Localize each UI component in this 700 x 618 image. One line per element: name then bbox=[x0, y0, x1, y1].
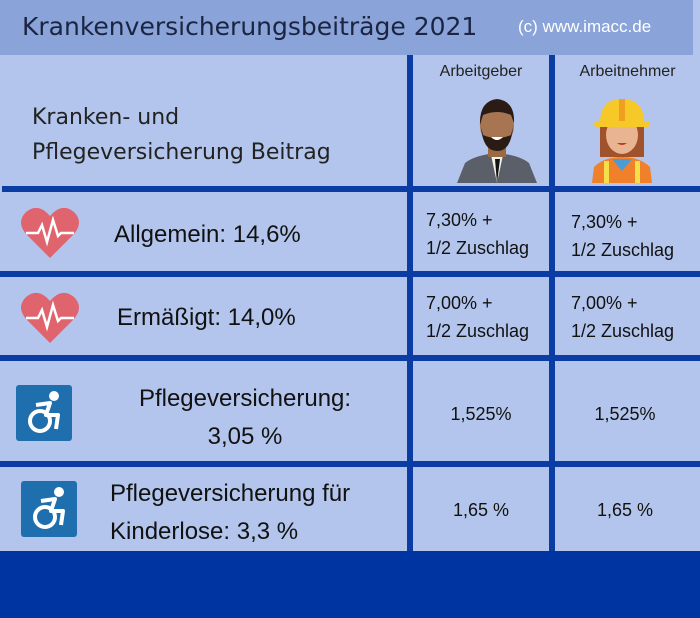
wheelchair-icon bbox=[16, 385, 72, 441]
table-header-label: Kranken- und Pflegeversicherung Beitrag bbox=[32, 100, 331, 170]
employee-rate-cell: 1,65 % bbox=[596, 500, 654, 520]
row-label: Pflegeversicherung: 3,05 % bbox=[110, 380, 380, 456]
rate-line: 1/2 Zuschlag bbox=[426, 321, 530, 341]
rate-line: 7,00% + bbox=[571, 293, 638, 313]
label-line: Kinderlose: 3,3 % bbox=[110, 518, 299, 545]
employer-rate-cell: 1,65 % bbox=[452, 500, 510, 520]
footer-bar bbox=[0, 551, 700, 618]
rate-line: 1/2 Zuschlag bbox=[426, 238, 530, 258]
businessman-avatar-icon bbox=[457, 99, 537, 183]
rate-line: 7,00% + bbox=[426, 293, 493, 313]
employer-rate-cell: 7,00% + 1/2 Zuschlag bbox=[426, 289, 529, 345]
wheelchair-icon bbox=[21, 481, 77, 537]
row-label: Ermäßigt: 14,0% bbox=[117, 304, 296, 331]
employee-rate-cell: 7,00% + 1/2 Zuschlag bbox=[571, 289, 674, 345]
column-header-employer: Arbeitgeber bbox=[439, 63, 523, 80]
employer-rate-cell: 7,30% + 1/2 Zuschlag bbox=[426, 206, 529, 262]
rate-line: 7,30% + bbox=[426, 210, 493, 230]
construction-worker-avatar-icon bbox=[592, 99, 652, 183]
employee-rate-cell: 7,30% + 1/2 Zuschlag bbox=[571, 208, 674, 264]
column-divider bbox=[407, 55, 413, 551]
header-label-line: Kranken- und bbox=[32, 105, 180, 130]
employer-rate-cell: 1,525% bbox=[450, 404, 512, 424]
heart-pulse-icon bbox=[21, 207, 79, 258]
header-bar bbox=[0, 0, 693, 55]
label-line: 3,05 % bbox=[207, 423, 283, 450]
column-divider bbox=[549, 55, 555, 551]
row-label: Pflegeversicherung für Kinderlose: 3,3 % bbox=[110, 475, 350, 551]
rate-line: 1/2 Zuschlag bbox=[571, 240, 675, 260]
row-divider bbox=[2, 186, 700, 192]
page-title: Krankenversicherungsbeiträge 2021 bbox=[22, 12, 478, 41]
label-line: Pflegeversicherung für bbox=[110, 480, 351, 507]
column-header-employee: Arbeitnehmer bbox=[579, 63, 676, 80]
row-divider bbox=[0, 461, 700, 467]
row-label: Allgemein: 14,6% bbox=[114, 221, 301, 248]
header-label-line: Pflegeversicherung Beitrag bbox=[32, 140, 331, 165]
employee-rate-cell: 1,525% bbox=[594, 404, 656, 424]
rate-line: 1/2 Zuschlag bbox=[571, 321, 675, 341]
rate-line: 7,30% + bbox=[571, 212, 638, 232]
label-line: Pflegeversicherung: bbox=[138, 385, 352, 412]
heart-pulse-icon bbox=[21, 292, 79, 343]
row-divider bbox=[0, 355, 700, 361]
row-divider bbox=[0, 271, 700, 277]
copyright-link[interactable]: (c) www.imacc.de bbox=[518, 17, 652, 36]
